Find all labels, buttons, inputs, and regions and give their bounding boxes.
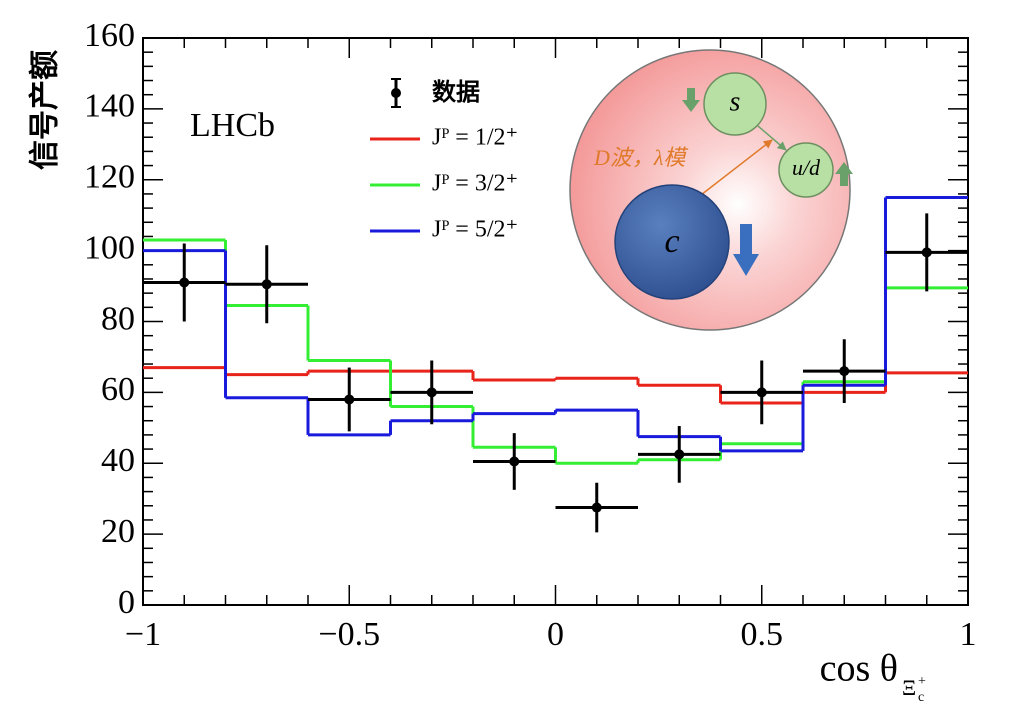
data-point (509, 456, 520, 467)
x-tick-label: −0.5 (318, 616, 380, 653)
data-point (756, 387, 767, 398)
legend-label: Jᴾ = 1/2⁺ (432, 125, 518, 151)
y-tick-label: 160 (84, 17, 135, 54)
x-axis-label-sub-sub: c (918, 690, 924, 705)
data-point (426, 387, 437, 398)
ud-spin-arrow (835, 162, 853, 186)
data-point (674, 449, 685, 460)
x-axis-label-sub: Ξ (902, 675, 916, 700)
data-point (179, 277, 190, 288)
s-spin-arrow (682, 88, 700, 112)
y-tick-label: 0 (118, 584, 135, 621)
legend-label: Jᴾ = 3/2⁺ (432, 171, 518, 197)
x-tick-label: 0 (547, 616, 564, 653)
inset-diagram: s u/d c D波，λ模 (569, 49, 853, 331)
y-tick-label: 60 (101, 371, 135, 408)
data-point (839, 366, 850, 377)
y-tick-label: 40 (101, 442, 135, 479)
ud-label: u/d (792, 155, 821, 180)
data-point (591, 502, 602, 513)
x-tick-label: 1 (960, 616, 977, 653)
legend: 数据 Jᴾ = 1/2⁺ Jᴾ = 3/2⁺ Jᴾ = 5/2⁺ (370, 78, 518, 243)
legend-label: Jᴾ = 5/2⁺ (432, 217, 518, 243)
x-axis-label-sub-sup: + (918, 674, 926, 689)
y-tick-label: 80 (101, 300, 135, 337)
s-quark (703, 72, 767, 136)
wave-label: D波，λ模 (593, 145, 688, 170)
y-axis-label: 信号产额 (28, 50, 63, 170)
y-tick-label: 120 (84, 159, 135, 196)
x-tick-label: 0.5 (741, 616, 784, 653)
legend-marker (391, 88, 401, 98)
y-tick-label: 140 (84, 88, 135, 125)
c-label: c (664, 223, 679, 260)
c-spin-arrow (733, 224, 759, 276)
y-tick-label: 20 (101, 513, 135, 550)
s-label: s (730, 86, 741, 117)
ud-quark (778, 142, 834, 198)
x-tick-label: −1 (125, 616, 161, 653)
c-quark (614, 184, 730, 300)
x-axis-label-main: cos θ (820, 648, 898, 690)
green-link (757, 125, 787, 151)
data-point (261, 279, 272, 290)
legend-label: 数据 (432, 78, 480, 106)
data-point (921, 247, 932, 258)
annotation: LHCb (190, 107, 275, 144)
y-tick-label: 100 (84, 229, 135, 266)
data-point (344, 394, 355, 405)
x-axis-label: cos θ Ξ c + (820, 648, 926, 706)
